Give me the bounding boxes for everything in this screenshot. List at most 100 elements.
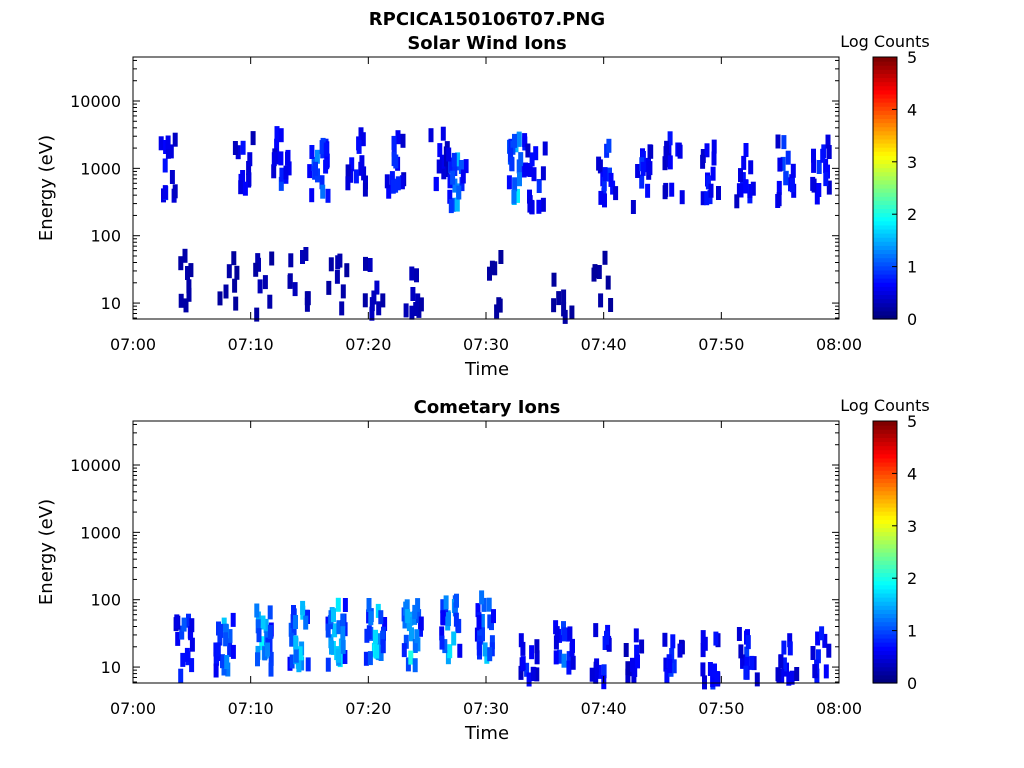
spectrogram-cell: [342, 598, 348, 612]
colorbar-band: [873, 216, 897, 222]
spectrogram-cell: [750, 181, 756, 196]
spectrogram-cell: [240, 140, 246, 155]
colorbar-tick-label: 3: [907, 153, 917, 172]
colorbar-band: [873, 511, 897, 516]
spectrogram-cell: [415, 637, 421, 652]
spectrogram-cell: [608, 172, 614, 187]
spectrogram-cell: [736, 627, 742, 641]
spectrogram-cell: [263, 618, 269, 633]
colorbar-band: [873, 188, 897, 193]
colorbar-band: [873, 114, 897, 120]
x-tick-label: 07:50: [698, 699, 744, 718]
spectrogram-cell: [230, 644, 236, 659]
spectrogram-cell: [569, 642, 575, 657]
spectrogram-cell: [288, 253, 294, 268]
spectrogram-cell: [447, 644, 453, 659]
spectrogram-cell: [283, 165, 289, 180]
colorbar-band: [873, 282, 897, 287]
spectrogram-cell: [296, 658, 302, 673]
spectrogram-cell: [297, 646, 303, 661]
spectrogram-cell: [188, 263, 194, 278]
spectrogram-cell: [566, 651, 572, 666]
spectrogram-cell: [540, 197, 546, 212]
spectrogram-cell: [810, 646, 816, 660]
colorbar-band: [873, 286, 897, 291]
spectrogram-cell: [713, 631, 719, 646]
spectrogram-cell: [255, 611, 261, 626]
spectrogram-cell: [259, 636, 265, 651]
colorbar-band: [873, 666, 897, 672]
spectrogram-cell: [178, 293, 184, 308]
spectrogram-cell: [265, 642, 270, 657]
spectrogram-cell: [487, 614, 493, 629]
spectrogram-cell: [158, 136, 164, 151]
colorbar-band: [873, 552, 897, 557]
spectrogram-cell: [662, 185, 668, 200]
spectrogram-cell: [274, 138, 280, 153]
spectrogram-cell: [710, 166, 716, 181]
colorbar-band: [873, 433, 897, 438]
spectrogram-cell: [816, 183, 822, 197]
spectrogram-cell: [787, 633, 793, 648]
spectrogram-cell: [362, 293, 368, 308]
x-tick-label: 07:40: [581, 335, 627, 354]
spectrogram-cell: [551, 272, 557, 287]
spectrogram-cell: [811, 158, 817, 173]
spectrogram-cell: [215, 642, 221, 657]
spectrogram-cell: [268, 651, 274, 666]
colorbar-band: [873, 629, 897, 635]
x-tick-label: 07:20: [345, 335, 391, 354]
spectrogram-cell: [710, 673, 716, 688]
colorbar-band: [873, 196, 897, 201]
spectrogram-cell: [826, 145, 832, 159]
colorbar-band: [873, 658, 897, 664]
colorbar-band: [873, 470, 897, 475]
colorbar-tick-label: 5: [907, 48, 917, 67]
spectrogram-cell: [293, 635, 299, 650]
spectrogram-cell: [233, 296, 239, 311]
spectrogram-cell: [399, 175, 405, 190]
spectrogram-cell: [596, 265, 602, 279]
spectrogram-cell: [812, 664, 818, 679]
colorbar-band: [873, 273, 897, 279]
spectrogram-cell: [667, 131, 673, 146]
spectrogram-cell: [180, 652, 186, 667]
spectrogram-cell: [374, 644, 380, 659]
spectrogram-cell: [664, 140, 670, 155]
spectrogram-cell: [165, 144, 171, 159]
spectrogram-cell: [671, 659, 677, 674]
colorbar-band: [873, 257, 897, 263]
spectrogram-cell: [175, 631, 181, 646]
spectrogram-cell: [453, 612, 459, 627]
spectrogram-cell: [436, 159, 442, 174]
spectrogram-cell: [361, 166, 367, 181]
spectrogram-cell: [224, 655, 230, 669]
spectrogram-cell: [223, 623, 229, 638]
colorbar-band: [873, 204, 897, 210]
spectrogram-cell: [814, 190, 820, 205]
spectrogram-cell: [635, 164, 641, 178]
spectrogram-cell: [278, 151, 284, 166]
spectrogram-cell: [484, 649, 490, 664]
panel2-y-ticks: 10 100 1000 10000: [70, 423, 839, 683]
colorbar-band: [873, 179, 897, 185]
spectrogram-cell: [162, 185, 168, 200]
spectrogram-cell: [645, 183, 651, 198]
figure-title: RPCICA150106T07.PNG: [369, 9, 605, 30]
panel1-y-ticks: 10 100 1000 10000: [70, 59, 839, 319]
spectrogram-cell: [416, 609, 422, 624]
spectrogram-cell: [518, 633, 524, 648]
spectrogram-cell: [625, 661, 631, 676]
spectrogram-cell: [596, 664, 602, 679]
spectrogram-cell: [810, 176, 816, 191]
spectrogram-cell: [481, 597, 487, 612]
spectrogram-cell: [340, 284, 346, 299]
colorbar-band: [873, 580, 897, 586]
spectrogram-cell: [409, 627, 414, 642]
spectrogram-cell: [335, 597, 341, 612]
spectrogram-cell: [452, 602, 458, 617]
spectrogram-cell: [441, 165, 447, 180]
spectrogram-cell: [293, 648, 299, 663]
